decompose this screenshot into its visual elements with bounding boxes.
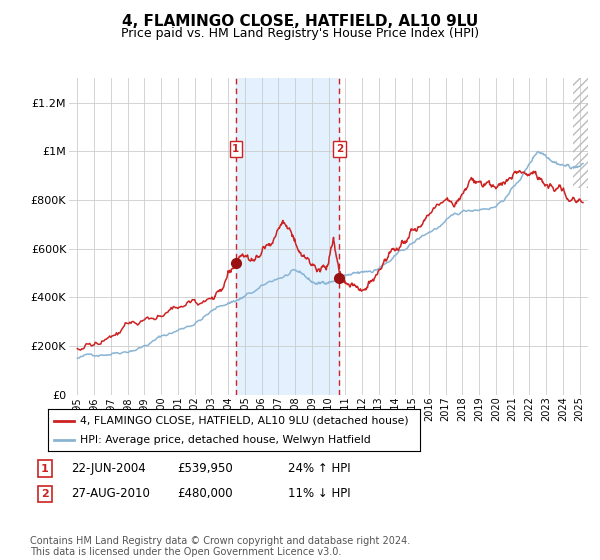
Text: 4, FLAMINGO CLOSE, HATFIELD, AL10 9LU (detached house): 4, FLAMINGO CLOSE, HATFIELD, AL10 9LU (d…: [80, 416, 408, 426]
Text: 11% ↓ HPI: 11% ↓ HPI: [288, 487, 350, 501]
Text: HPI: Average price, detached house, Welwyn Hatfield: HPI: Average price, detached house, Welw…: [80, 435, 370, 445]
Text: Price paid vs. HM Land Registry's House Price Index (HPI): Price paid vs. HM Land Registry's House …: [121, 27, 479, 40]
Text: 22-JUN-2004: 22-JUN-2004: [71, 462, 146, 475]
Text: Contains HM Land Registry data © Crown copyright and database right 2024.
This d: Contains HM Land Registry data © Crown c…: [30, 535, 410, 557]
Text: 24% ↑ HPI: 24% ↑ HPI: [288, 462, 350, 475]
Text: 2: 2: [336, 144, 343, 154]
Text: £539,950: £539,950: [177, 462, 233, 475]
Text: 2: 2: [41, 489, 49, 499]
Text: 4, FLAMINGO CLOSE, HATFIELD, AL10 9LU: 4, FLAMINGO CLOSE, HATFIELD, AL10 9LU: [122, 14, 478, 29]
Text: 27-AUG-2010: 27-AUG-2010: [71, 487, 149, 501]
Text: £480,000: £480,000: [177, 487, 233, 501]
Text: 1: 1: [232, 144, 239, 154]
Text: 1: 1: [41, 464, 49, 474]
Bar: [236, 78, 340, 395]
